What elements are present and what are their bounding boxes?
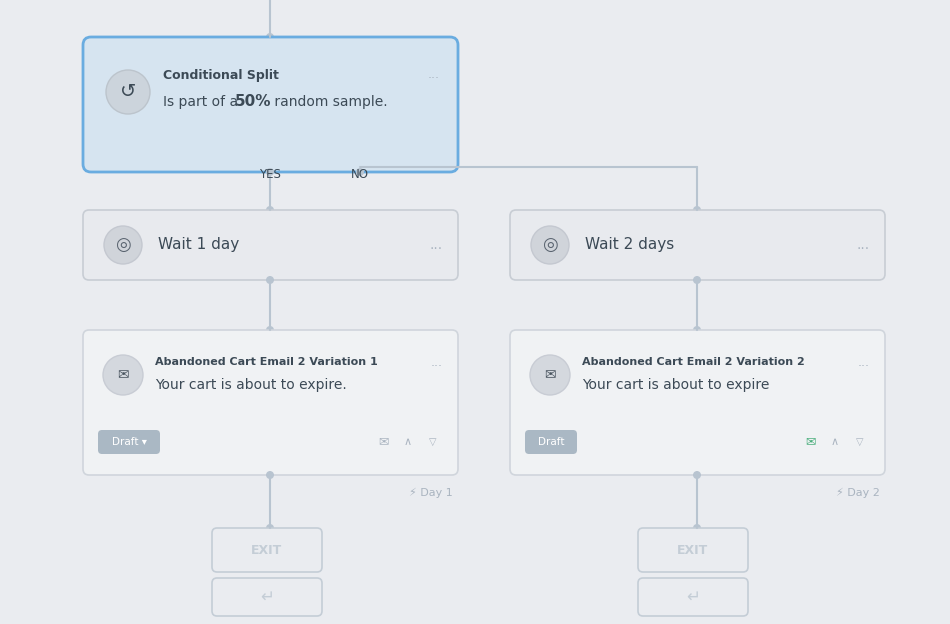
- Circle shape: [266, 206, 274, 214]
- Text: ↺: ↺: [120, 82, 136, 102]
- Text: ...: ...: [857, 238, 870, 252]
- Circle shape: [266, 276, 274, 284]
- FancyBboxPatch shape: [98, 430, 160, 454]
- Text: ✉: ✉: [544, 368, 556, 382]
- Text: ∧: ∧: [404, 437, 412, 447]
- Circle shape: [266, 168, 274, 176]
- FancyBboxPatch shape: [638, 578, 748, 616]
- Text: EXIT: EXIT: [677, 544, 709, 557]
- FancyBboxPatch shape: [638, 528, 748, 572]
- Text: Your cart is about to expire.: Your cart is about to expire.: [155, 378, 347, 392]
- Circle shape: [693, 276, 701, 284]
- Circle shape: [693, 524, 701, 532]
- Circle shape: [530, 355, 570, 395]
- FancyBboxPatch shape: [510, 210, 885, 280]
- Text: NO: NO: [351, 168, 369, 182]
- Circle shape: [104, 226, 142, 264]
- Text: Abandoned Cart Email 2 Variation 2: Abandoned Cart Email 2 Variation 2: [582, 357, 805, 367]
- Text: ✉: ✉: [117, 368, 129, 382]
- Text: ∧: ∧: [831, 437, 839, 447]
- Text: ...: ...: [429, 238, 443, 252]
- Text: Wait 1 day: Wait 1 day: [158, 238, 239, 253]
- Circle shape: [693, 471, 701, 479]
- Text: Wait 2 days: Wait 2 days: [585, 238, 674, 253]
- FancyBboxPatch shape: [212, 528, 322, 572]
- Text: ▽: ▽: [429, 437, 437, 447]
- FancyBboxPatch shape: [83, 210, 458, 280]
- FancyBboxPatch shape: [83, 37, 458, 172]
- Circle shape: [266, 524, 274, 532]
- Circle shape: [266, 326, 274, 334]
- Text: Conditional Split: Conditional Split: [163, 69, 279, 82]
- Text: random sample.: random sample.: [270, 95, 388, 109]
- Circle shape: [693, 326, 701, 334]
- Text: ◎: ◎: [542, 236, 558, 254]
- Text: 50%: 50%: [235, 94, 272, 109]
- FancyBboxPatch shape: [510, 330, 885, 475]
- Text: Is part of a: Is part of a: [163, 95, 242, 109]
- Circle shape: [693, 206, 701, 214]
- Text: YES: YES: [259, 168, 281, 182]
- FancyBboxPatch shape: [212, 578, 322, 616]
- Circle shape: [266, 471, 274, 479]
- Circle shape: [356, 168, 364, 176]
- Circle shape: [531, 226, 569, 264]
- Text: Your cart is about to expire: Your cart is about to expire: [582, 378, 770, 392]
- Text: Draft ▾: Draft ▾: [111, 437, 146, 447]
- Text: ↵: ↵: [686, 588, 700, 606]
- Text: ⚡ Day 1: ⚡ Day 1: [409, 488, 453, 498]
- Text: ✉: ✉: [805, 436, 815, 449]
- Text: EXIT: EXIT: [252, 544, 283, 557]
- Circle shape: [103, 355, 143, 395]
- Text: ...: ...: [858, 356, 870, 369]
- Circle shape: [266, 33, 274, 41]
- Text: ✉: ✉: [378, 436, 389, 449]
- Text: ◎: ◎: [115, 236, 131, 254]
- FancyBboxPatch shape: [83, 330, 458, 475]
- Text: Abandoned Cart Email 2 Variation 1: Abandoned Cart Email 2 Variation 1: [155, 357, 378, 367]
- FancyBboxPatch shape: [525, 430, 577, 454]
- Text: ⚡ Day 2: ⚡ Day 2: [836, 488, 880, 498]
- Text: ↵: ↵: [260, 588, 274, 606]
- Text: ...: ...: [428, 69, 440, 82]
- Text: ▽: ▽: [856, 437, 864, 447]
- Circle shape: [106, 70, 150, 114]
- Text: Draft: Draft: [538, 437, 564, 447]
- Text: ...: ...: [431, 356, 443, 369]
